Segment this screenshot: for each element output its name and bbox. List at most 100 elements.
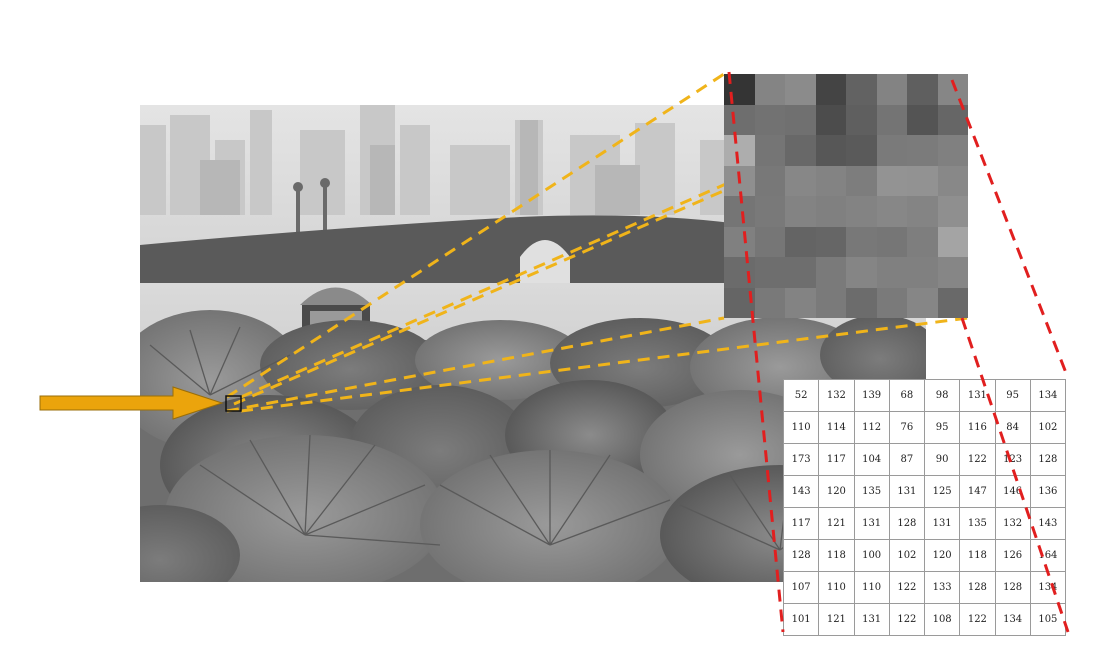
pixel-value-cell: 117 (784, 508, 819, 540)
zoom-pixel (755, 105, 786, 136)
zoomed-pixel-block (724, 74, 968, 318)
pixel-value-cell: 131 (889, 476, 924, 508)
pixel-value-cell: 112 (854, 412, 889, 444)
pixel-value-cell: 132 (819, 380, 854, 412)
pixel-value-table: 52 132 139 68 98 131 95 134 110 114 112 76 95 116 84 10… (783, 379, 1066, 636)
pixel-value-cell: 105 (1030, 604, 1065, 636)
zoom-pixel (785, 105, 816, 136)
pixel-value-cell: 117 (819, 444, 854, 476)
zoom-pixel (877, 196, 908, 227)
zoom-pixel (755, 288, 786, 319)
zoom-pixel (724, 105, 755, 136)
red-dash-line-top-right (952, 80, 1068, 378)
zoom-pixel (846, 288, 877, 319)
zoom-pixel (938, 74, 969, 105)
pixel-value-cell: 122 (960, 604, 995, 636)
pixel-value-cell: 128 (889, 508, 924, 540)
zoom-pixel (938, 227, 969, 258)
zoom-pixel (816, 105, 847, 136)
zoom-pixel (816, 288, 847, 319)
pixel-row: 52 132 139 68 98 131 95 134 (784, 380, 1066, 412)
zoom-pixel (785, 288, 816, 319)
zoom-pixel (907, 257, 938, 288)
zoom-pixel (724, 166, 755, 197)
pixel-value-cell: 116 (960, 412, 995, 444)
pixel-value-cell: 147 (960, 476, 995, 508)
zoom-pixel (816, 196, 847, 227)
zoom-pixel (755, 166, 786, 197)
zoom-pixel (816, 74, 847, 105)
zoom-pixel (785, 196, 816, 227)
pixel-value-cell: 100 (854, 540, 889, 572)
pixel-value-cell: 114 (819, 412, 854, 444)
zoom-pixel (877, 74, 908, 105)
zoom-pixel (785, 135, 816, 166)
pixel-value-cell: 95 (995, 380, 1030, 412)
zoom-pixel (785, 257, 816, 288)
zoom-pixel (724, 288, 755, 319)
pixel-value-cell: 143 (1030, 508, 1065, 540)
pixel-value-cell: 173 (784, 444, 819, 476)
pixel-value-cell: 131 (854, 508, 889, 540)
pixel-value-cell: 131 (925, 508, 960, 540)
zoom-pixel (938, 166, 969, 197)
pixel-value-cell: 68 (889, 380, 924, 412)
pixel-value-cell: 131 (854, 604, 889, 636)
zoom-pixel (755, 135, 786, 166)
pixel-value-cell: 108 (925, 604, 960, 636)
pixel-value-cell: 110 (854, 572, 889, 604)
zoom-pixel (846, 105, 877, 136)
pixel-value-cell: 118 (960, 540, 995, 572)
zoom-pixel (724, 135, 755, 166)
pixel-value-cell: 107 (784, 572, 819, 604)
pixel-value-cell: 110 (784, 412, 819, 444)
zoom-pixel (785, 166, 816, 197)
zoom-pixel (724, 257, 755, 288)
zoom-pixel (755, 74, 786, 105)
pixel-value-cell: 134 (1030, 380, 1065, 412)
zoom-pixel (907, 196, 938, 227)
pixel-value-cell: 120 (925, 540, 960, 572)
zoom-pixel (846, 257, 877, 288)
pixel-value-cell: 125 (925, 476, 960, 508)
zoom-pixel (724, 196, 755, 227)
zoom-pixel (877, 105, 908, 136)
pixel-value-cell: 98 (925, 380, 960, 412)
pixel-value-cell: 122 (960, 444, 995, 476)
zoom-pixel (846, 135, 877, 166)
zoom-pixel (724, 227, 755, 258)
pixel-value-cell: 135 (854, 476, 889, 508)
pixel-value-cell: 118 (819, 540, 854, 572)
pixel-value-cell: 128 (995, 572, 1030, 604)
zoom-pixel (938, 257, 969, 288)
zoom-pixel (877, 166, 908, 197)
pixel-value-cell: 123 (995, 444, 1030, 476)
pixel-value-rows: 52 132 139 68 98 131 95 134 110 114 112 76 95 116 84 10… (784, 380, 1066, 636)
pixel-value-cell: 134 (1030, 572, 1065, 604)
pixel-value-cell: 87 (889, 444, 924, 476)
zoom-pixel (938, 288, 969, 319)
zoom-pixel (816, 227, 847, 258)
zoom-pixel (938, 105, 969, 136)
pixel-value-cell: 121 (819, 508, 854, 540)
pixel-row: 143 120 135 131 125 147 146 136 (784, 476, 1066, 508)
pixel-value-cell: 121 (819, 604, 854, 636)
pixel-value-cell: 131 (960, 380, 995, 412)
pixel-row: 107 110 110 122 133 128 128 134 (784, 572, 1066, 604)
pixel-value-cell: 132 (995, 508, 1030, 540)
pixel-value-cell: 52 (784, 380, 819, 412)
pixel-row: 101 121 131 122 108 122 134 105 (784, 604, 1066, 636)
pixel-value-cell: 136 (1030, 476, 1065, 508)
pixel-value-cell: 90 (925, 444, 960, 476)
pixel-row: 117 121 131 128 131 135 132 143 (784, 508, 1066, 540)
zoom-pixel (907, 105, 938, 136)
zoom-pixel (846, 166, 877, 197)
zoom-pixel (846, 196, 877, 227)
zoom-pixel (755, 257, 786, 288)
pixel-value-cell: 84 (995, 412, 1030, 444)
zoom-pixel (907, 166, 938, 197)
pixel-value-cell: 120 (819, 476, 854, 508)
zoom-pixel (755, 196, 786, 227)
zoom-pixel (846, 74, 877, 105)
zoom-pixel (877, 257, 908, 288)
